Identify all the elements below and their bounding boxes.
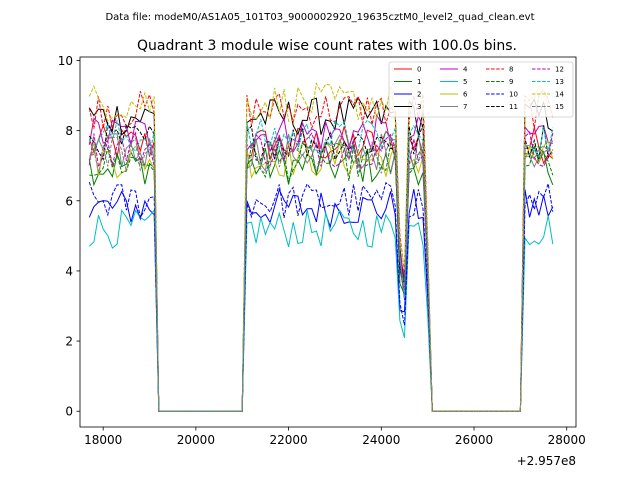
legend-label-2: 2	[417, 91, 421, 99]
legend-label-7: 7	[463, 103, 467, 111]
y-tick-label: 10	[58, 54, 73, 68]
legend-label-0: 0	[417, 66, 421, 74]
x-tick-label: 18000	[84, 433, 122, 447]
axes-frame	[79, 56, 577, 428]
x-tick-label: 24000	[362, 433, 400, 447]
chart-title: Quadrant 3 module wise count rates with …	[137, 38, 517, 54]
series-line-15	[88, 136, 553, 412]
legend-label-11: 11	[509, 103, 518, 111]
legend-label-8: 8	[509, 66, 513, 74]
legend-label-15: 15	[555, 103, 564, 111]
legend-label-9: 9	[509, 78, 513, 86]
y-tick-label: 6	[65, 194, 73, 208]
legend-label-12: 12	[555, 66, 564, 74]
y-tick-label: 0	[65, 405, 73, 419]
legend-label-5: 5	[463, 78, 467, 86]
legend-label-1: 1	[417, 78, 421, 86]
legend-label-6: 6	[463, 91, 468, 99]
legend-label-14: 14	[555, 91, 564, 99]
series-layer	[88, 81, 554, 412]
legend-label-4: 4	[463, 66, 468, 74]
y-tick-label: 8	[65, 124, 73, 138]
legend-label-10: 10	[509, 91, 518, 99]
chart-suptitle: Data file: modeM0/AS1A05_101T03_90000029…	[105, 12, 534, 23]
legend-box	[388, 61, 574, 118]
legend-label-13: 13	[555, 78, 564, 86]
x-tick-label: 22000	[270, 433, 308, 447]
x-tick-label: 28000	[548, 433, 586, 447]
legend-label-3: 3	[417, 103, 421, 111]
y-tick-label: 4	[65, 264, 73, 278]
y-tick-label: 2	[65, 335, 73, 349]
x-offset-label: +2.957e8	[517, 454, 576, 468]
x-tick-label: 20000	[177, 433, 215, 447]
x-tick-label: 26000	[455, 433, 493, 447]
plot-area	[80, 57, 576, 427]
